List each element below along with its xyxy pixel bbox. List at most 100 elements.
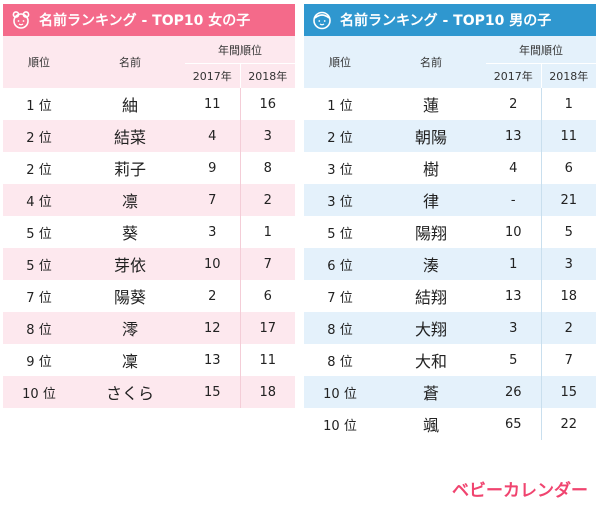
table-row: 5 位芽依 10 7 [3, 248, 295, 280]
rank-cell: 7 位 [304, 280, 376, 312]
rank-2018-cell: 11 [240, 344, 295, 376]
rank-2017-cell: 10 [486, 216, 542, 248]
boy-face-icon [312, 10, 332, 30]
rank-column-header: 順位 [28, 56, 50, 69]
rank-column-header: 順位 [329, 56, 351, 69]
rank-2017-cell: 2 [185, 280, 241, 312]
year-2018-header: 2018年 [248, 70, 288, 83]
rank-2018-cell: 7 [541, 344, 596, 376]
rank-cell: 10 位 [304, 408, 376, 440]
name-cell: さくら [75, 376, 185, 408]
name-cell: 莉子 [75, 152, 185, 184]
name-cell: 樹 [376, 152, 486, 184]
rank-cell: 9 位 [3, 344, 75, 376]
rank-2018-cell: 3 [240, 120, 295, 152]
year-2017-header: 2017年 [185, 63, 241, 88]
rank-cell: 7 位 [3, 280, 75, 312]
rank-2017-cell: 13 [486, 120, 542, 152]
rank-2017-cell: 2 [486, 88, 542, 120]
rank-2017-cell: 9 [185, 152, 241, 184]
table-row: 1 位紬 11 16 [3, 88, 295, 120]
rank-2018-cell: 22 [541, 408, 596, 440]
rank-cell: 8 位 [304, 344, 376, 376]
rank-cell: 8 位 [304, 312, 376, 344]
rank-2018-cell: 6 [541, 152, 596, 184]
name-cell: 凜 [75, 344, 185, 376]
rank-2017-cell: 15 [185, 376, 241, 408]
table-row: 3 位律 -21 [304, 184, 596, 216]
rank-cell: 1 位 [3, 88, 75, 120]
yearly-rank-header: 年間順位 [486, 36, 596, 64]
rank-cell: 6 位 [304, 248, 376, 280]
rank-cell: 5 位 [3, 248, 75, 280]
rank-2017-cell: 65 [486, 408, 542, 440]
rank-2017-cell: 1 [486, 248, 542, 280]
name-cell: 芽依 [75, 248, 185, 280]
name-cell: 蓮 [376, 88, 486, 120]
rank-2017-cell: 13 [486, 280, 542, 312]
name-cell: 結菜 [75, 120, 185, 152]
rank-2017-cell: 10 [185, 248, 241, 280]
table-row: 7 位結翔 13 18 [304, 280, 596, 312]
year-2017-header: 2017年 [486, 63, 542, 88]
rank-2018-cell: 6 [240, 280, 295, 312]
table-row: 7 位陽葵 2 6 [3, 280, 295, 312]
rank-2017-cell: 4 [185, 120, 241, 152]
rank-2018-cell: 18 [240, 376, 295, 408]
boys-ranking-panel: 名前ランキング - TOP10 男の子 順位 名前 年間順位 2017年 201… [304, 4, 596, 440]
name-cell: 湊 [376, 248, 486, 280]
name-cell: 大翔 [376, 312, 486, 344]
rank-2017-cell: 13 [185, 344, 241, 376]
rank-2018-cell: 17 [240, 312, 295, 344]
girl-face-icon [11, 10, 31, 30]
table-row: 9 位凜 13 11 [3, 344, 295, 376]
rank-cell: 2 位 [3, 120, 75, 152]
boys-panel-header: 名前ランキング - TOP10 男の子 [304, 4, 596, 36]
table-row: 8 位大和 5 7 [304, 344, 596, 376]
rank-2018-cell: 15 [541, 376, 596, 408]
name-column-header: 名前 [119, 56, 141, 69]
boys-panel-title: 名前ランキング - TOP10 男の子 [340, 13, 552, 29]
name-column-header: 名前 [420, 56, 442, 69]
name-cell: 陽葵 [75, 280, 185, 312]
rank-cell: 1 位 [304, 88, 376, 120]
name-cell: 紬 [75, 88, 185, 120]
rank-2018-cell: 7 [240, 248, 295, 280]
rank-cell: 3 位 [304, 184, 376, 216]
rank-2017-cell: 11 [185, 88, 241, 120]
rank-cell: 8 位 [3, 312, 75, 344]
rank-2017-cell: 26 [486, 376, 542, 408]
rank-2018-cell: 2 [541, 312, 596, 344]
name-cell: 蒼 [376, 376, 486, 408]
rank-cell: 2 位 [3, 152, 75, 184]
rank-cell: 10 位 [304, 376, 376, 408]
girls-panel-title: 名前ランキング - TOP10 女の子 [39, 13, 251, 29]
table-row: 2 位結菜 4 3 [3, 120, 295, 152]
rank-2017-cell: 3 [486, 312, 542, 344]
name-cell: 律 [376, 184, 486, 216]
girls-panel-header: 名前ランキング - TOP10 女の子 [3, 4, 295, 36]
name-cell: 朝陽 [376, 120, 486, 152]
name-cell: 大和 [376, 344, 486, 376]
year-2018-header: 2018年 [549, 70, 589, 83]
table-row: 2 位莉子 9 8 [3, 152, 295, 184]
name-cell: 澪 [75, 312, 185, 344]
rank-cell: 2 位 [304, 120, 376, 152]
rank-2018-cell: 1 [541, 88, 596, 120]
table-row: 8 位澪 12 17 [3, 312, 295, 344]
name-cell: 結翔 [376, 280, 486, 312]
rank-cell: 5 位 [304, 216, 376, 248]
rank-2018-cell: 5 [541, 216, 596, 248]
rank-2018-cell: 21 [541, 184, 596, 216]
baby-calendar-logo: ベビーカレンダー [452, 481, 588, 501]
rank-2017-cell: 7 [185, 184, 241, 216]
table-row: 2 位朝陽 13 11 [304, 120, 596, 152]
rank-2018-cell: 3 [541, 248, 596, 280]
rank-2018-cell: 16 [240, 88, 295, 120]
table-row: 10 位颯 65 22 [304, 408, 596, 440]
table-row: 8 位大翔 3 2 [304, 312, 596, 344]
rank-2018-cell: 8 [240, 152, 295, 184]
